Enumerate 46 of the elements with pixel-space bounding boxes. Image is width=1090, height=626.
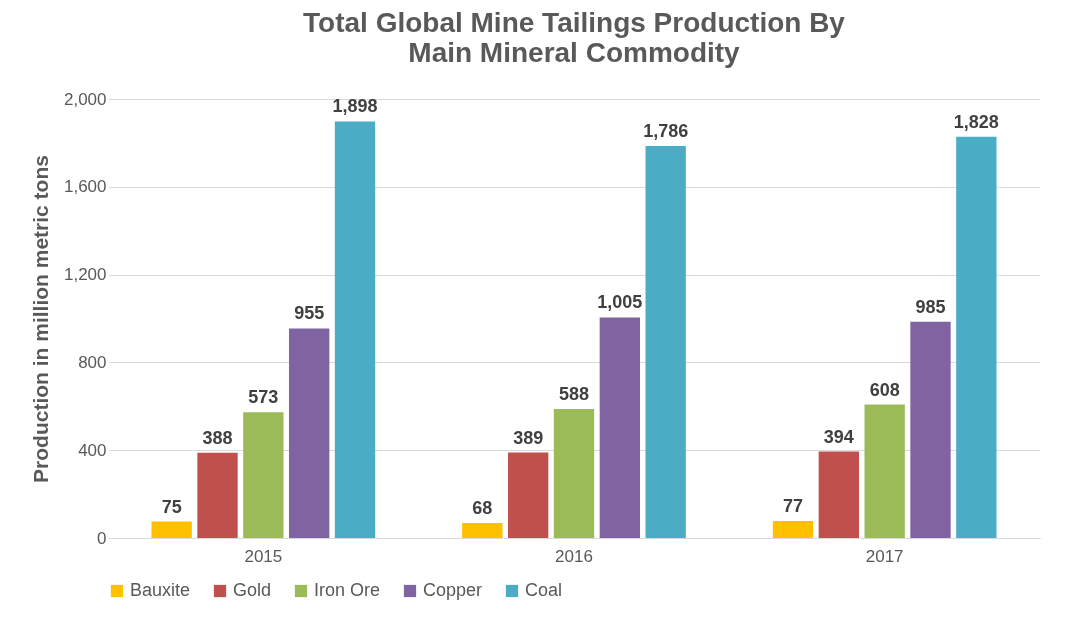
data-label: 1,005 <box>597 292 643 313</box>
legend-label: Bauxite <box>130 580 191 600</box>
bar <box>334 121 376 538</box>
x-tick-label: 2017 <box>865 546 904 566</box>
y-tick-label: 0 <box>97 528 107 548</box>
bar <box>508 452 549 538</box>
legend-label: Copper <box>423 580 483 600</box>
data-label: 389 <box>513 427 544 448</box>
data-label: 68 <box>472 498 493 519</box>
y-tick-label: 800 <box>78 352 107 372</box>
y-tick-label: 1,600 <box>63 177 107 197</box>
legend-label: Coal <box>525 580 563 600</box>
bar <box>772 521 814 538</box>
data-label: 388 <box>202 427 233 448</box>
bar <box>289 328 330 538</box>
data-label: 985 <box>915 296 946 317</box>
chart-title: Total Global Mine Tailings Production By Main Mineral Commodity <box>303 7 846 68</box>
y-tick-label: 2,000 <box>63 89 107 109</box>
data-label: 955 <box>294 303 325 324</box>
data-label: 1,786 <box>643 120 689 141</box>
bar <box>645 145 686 538</box>
data-label: 394 <box>823 426 854 447</box>
legend-label: Iron Ore <box>314 580 381 600</box>
bar <box>818 451 859 538</box>
data-label: 77 <box>782 496 804 517</box>
data-label: 1,828 <box>953 111 999 132</box>
y-tick-label: 1,200 <box>63 265 107 285</box>
bar <box>462 523 503 538</box>
bar <box>197 452 238 538</box>
data-label: 608 <box>869 379 900 400</box>
bar <box>910 321 951 538</box>
x-tick-label: 2016 <box>555 546 593 566</box>
data-label: 75 <box>161 496 182 517</box>
data-label: 573 <box>248 387 279 408</box>
bar <box>599 317 640 538</box>
bar <box>956 136 997 538</box>
bar <box>553 408 595 538</box>
data-label: 1,898 <box>332 96 378 117</box>
bar <box>243 412 284 538</box>
y-axis-title: Production in million metric tons <box>28 155 52 483</box>
x-tick-label: 2015 <box>244 546 283 566</box>
bar <box>864 404 905 538</box>
y-tick-label: 400 <box>78 440 107 460</box>
legend-label: Gold <box>233 580 272 600</box>
data-label: 588 <box>558 383 590 404</box>
bar <box>151 521 192 538</box>
